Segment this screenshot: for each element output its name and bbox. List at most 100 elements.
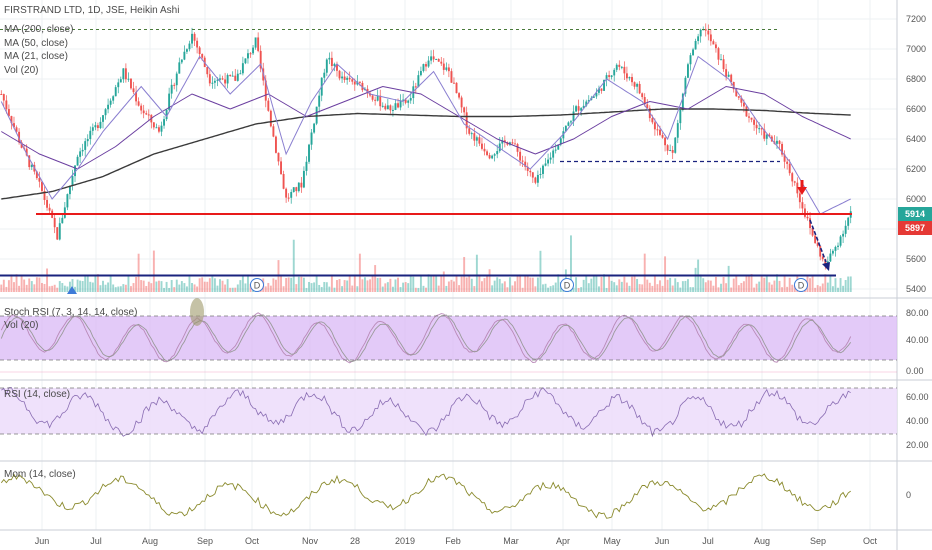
candle-body	[124, 68, 127, 80]
candle-body	[465, 112, 468, 129]
candle-body	[188, 43, 191, 50]
volume-bar	[788, 277, 791, 292]
candle-body	[636, 83, 639, 87]
volume-bar	[427, 274, 430, 292]
stoch-k-line	[0, 312, 852, 364]
candle-body	[58, 223, 61, 240]
candle-body	[274, 136, 277, 153]
volume-bar	[66, 286, 69, 292]
stoch-title: Stoch RSI (7, 3, 14, 14, close)	[4, 307, 137, 318]
red-arrow-shaft	[800, 180, 804, 188]
candle-body	[247, 53, 249, 59]
dividend-marker: D	[560, 278, 574, 292]
volume-bar	[519, 274, 522, 292]
candle-body	[498, 143, 501, 152]
candle-body	[323, 72, 326, 78]
candle-body	[193, 33, 196, 41]
candle-body	[503, 140, 506, 143]
volume-bar	[702, 278, 705, 292]
volume-bar	[366, 280, 369, 292]
candle-body	[302, 170, 305, 188]
candle-body	[620, 66, 623, 68]
volume-bar	[570, 235, 572, 292]
volume-bar	[755, 283, 758, 292]
volume-bar	[351, 285, 354, 292]
volume-bar	[498, 278, 501, 292]
volume-bar	[163, 287, 165, 292]
candle-body	[119, 79, 122, 83]
volume-bar	[834, 278, 837, 292]
candle-body	[338, 70, 341, 79]
volume-bar	[333, 287, 336, 292]
legend-vol: Vol (20)	[4, 65, 38, 76]
candle-body	[175, 73, 178, 86]
highlight-ellipse	[190, 298, 204, 326]
candle-body	[333, 63, 336, 67]
candle-body	[231, 75, 234, 77]
volume-bar	[493, 280, 496, 292]
volume-bar	[435, 274, 438, 292]
volume-bar	[114, 287, 117, 292]
volume-bar	[694, 267, 697, 292]
volume-bar	[211, 274, 214, 292]
volume-bar	[468, 275, 471, 292]
volume-bar	[786, 286, 789, 292]
volume-bar	[328, 286, 331, 292]
candle-body	[20, 142, 23, 148]
candle-body	[66, 194, 69, 208]
volume-bar	[122, 284, 125, 292]
candle-body	[46, 199, 49, 208]
candle-body	[763, 129, 766, 139]
volume-bar	[35, 277, 38, 292]
ma21-line	[0, 55, 851, 215]
candle-body	[180, 59, 183, 63]
volume-bar	[750, 274, 753, 292]
price-tick-label: 6800	[906, 74, 926, 84]
volume-bar	[224, 284, 227, 292]
volume-bar	[158, 280, 160, 292]
volume-bar	[783, 276, 786, 292]
candle-body	[241, 63, 244, 74]
price-tick-label: 7200	[906, 14, 926, 24]
volume-bar	[308, 281, 310, 292]
prev-price-tag: 5897	[898, 221, 932, 235]
candle-body	[615, 64, 618, 70]
volume-bar	[610, 280, 613, 292]
candle-body	[483, 148, 486, 152]
candle-body	[185, 49, 188, 52]
candle-body	[524, 161, 527, 167]
candle-body	[346, 77, 349, 80]
candle-body	[343, 76, 346, 80]
volume-bar	[447, 281, 450, 292]
candle-body	[425, 64, 427, 67]
volume-bar	[842, 285, 845, 292]
volume-bar	[508, 277, 511, 292]
trend-lines	[0, 29, 852, 277]
volume-bar	[687, 279, 689, 292]
candle-body	[514, 143, 516, 145]
candle-body	[575, 106, 578, 112]
candle-body	[437, 58, 440, 62]
volume-bar	[341, 286, 344, 292]
candle-body	[468, 128, 471, 134]
candle-body	[399, 100, 402, 108]
candle-body	[264, 80, 267, 101]
candle-body	[440, 61, 443, 64]
candle-body	[287, 197, 290, 199]
candle-body	[531, 172, 534, 178]
volume-bar	[7, 280, 10, 292]
volume-bar	[455, 276, 458, 292]
candle-body	[745, 106, 748, 117]
candle-body	[669, 150, 672, 152]
dividend-circle	[794, 278, 808, 292]
volume-bar	[38, 277, 41, 292]
dividend-marker: D	[794, 278, 808, 292]
candle-body	[717, 48, 720, 60]
volume-bar	[2, 279, 5, 292]
candle-body	[595, 92, 598, 97]
volume-bar	[503, 281, 506, 292]
volume-bar	[81, 281, 84, 292]
volume-bar	[445, 285, 448, 292]
dividend-circle	[560, 278, 574, 292]
